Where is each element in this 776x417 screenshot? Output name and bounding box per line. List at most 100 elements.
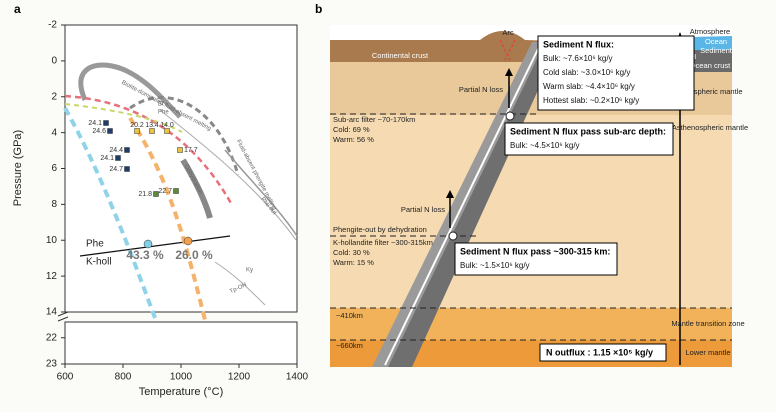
left-label: Cold: 30 % [333, 248, 370, 257]
curve-label: Phe [158, 110, 169, 116]
panel-a: Biotite-dominated fluid-absent melting F… [46, 20, 309, 383]
sample-marker [124, 166, 130, 172]
left-label: Phengite-out by dehydration [333, 225, 427, 234]
y-tick-label: 4 [51, 127, 57, 138]
box-title: N outflux : 1.15 ×10⁵ kg/y [546, 347, 653, 357]
left-label: Warm: 15 % [333, 258, 374, 267]
left-label: Partial N loss [401, 205, 445, 214]
y-tick-label: -2 [48, 20, 57, 31]
cold-path [63, 107, 157, 319]
sample-label: 24.6 [92, 128, 106, 135]
x-axis-label: Temperature (°C) [139, 386, 223, 398]
x-tick-label: 800 [115, 372, 132, 383]
sample-marker [107, 128, 113, 134]
y-tick-label: 8 [51, 199, 57, 210]
box-line: Bulk: ~7.6×10⁶ kg/y [543, 54, 613, 63]
box-line: Bulk: ~1.5×10⁶ kg/y [460, 261, 530, 270]
y-tick-label: 23 [46, 359, 58, 370]
box-title: Sediment N flux: [543, 39, 614, 49]
sample-marker [134, 128, 140, 134]
box-line: Hottest slab: ~0.2×10⁶ kg/y [543, 96, 639, 105]
flux-box [537, 35, 695, 111]
sample-marker [164, 128, 170, 134]
sample-label: 24.4 [109, 147, 123, 154]
x-tick-label: 600 [57, 372, 74, 383]
sample-label: 24.7 [109, 166, 123, 173]
axis-break [60, 313, 300, 321]
box-line: Warm slab: ~4.4×10⁶ kg/y [543, 82, 635, 91]
y-tick-label: 10 [46, 235, 58, 246]
y-tick-label: 2 [51, 91, 57, 102]
phe-kholl-line [79, 235, 231, 257]
curve-label: K-holl [86, 257, 112, 268]
sample-label: 13.4 [145, 122, 159, 129]
sample-marker [153, 191, 159, 197]
x-tick-label: 1200 [228, 372, 251, 383]
retention-point [183, 236, 193, 246]
filter-point [448, 231, 458, 241]
sample-marker [115, 155, 121, 161]
layer-label: Ocean [705, 37, 727, 46]
x-tick-label: 1400 [286, 372, 309, 383]
sample-label: 20.2 [130, 122, 144, 129]
layer-label: Ocean crust [690, 61, 731, 70]
box-title: Sediment N flux pass sub-arc depth: [510, 126, 666, 136]
sample-marker [124, 147, 130, 153]
retention-label: 26.0 % [175, 248, 213, 262]
left-label: ~660km [336, 341, 363, 350]
plot-frame [64, 24, 298, 313]
layer-label: Asthenospheric mantle [672, 123, 748, 132]
y-tick-label: 14 [46, 307, 58, 318]
sample-label: 24.1 [100, 155, 114, 162]
layer-label: Lithospheric mantle [677, 87, 742, 96]
depth-line [330, 113, 732, 341]
arrow-head [505, 68, 513, 76]
sample-marker [173, 188, 179, 194]
panel-label: b [315, 2, 322, 16]
sample-marker [103, 120, 109, 126]
layer-label: Mantle transition zone [671, 319, 744, 328]
y-tick-label: 22 [46, 332, 58, 343]
left-label: Cold: 69 % [333, 125, 370, 134]
box-line: Cold slab: ~3.0×10⁶ kg/y [543, 68, 630, 77]
solidus [224, 149, 298, 237]
layer-label: Lower mantle [685, 348, 730, 357]
hot-path [64, 94, 234, 206]
left-label: Warm: 56 % [333, 135, 374, 144]
y-axis-label: Pressure (GPa) [12, 130, 24, 206]
left-label: Partial N loss [459, 85, 503, 94]
flux-box [454, 242, 618, 276]
panel-b: Continental crust Arc Atmosphere OIB Oce… [330, 25, 748, 367]
layer-label: Sediment [700, 46, 733, 55]
flux-box [539, 343, 667, 362]
x-tick-label: 1000 [170, 372, 193, 383]
layer-label: Atmosphere [690, 27, 730, 36]
ky-line [214, 261, 266, 306]
dehydration-band [180, 158, 213, 219]
mid-path [64, 103, 183, 133]
y-tick-label: 6 [51, 163, 57, 174]
panel-label: a [14, 2, 21, 16]
phe-out-line [159, 109, 297, 241]
arrow-head [446, 190, 454, 198]
slab-sediment [384, 44, 541, 366]
break-mark [57, 311, 69, 322]
layer-label: Arc [502, 28, 514, 37]
sample-label: 24.1 [88, 120, 102, 127]
box-line: Bulk: ~4.5×10⁶ kg/y [510, 141, 580, 150]
sample-marker [177, 147, 183, 153]
curve-label: Phe [86, 239, 104, 250]
retention-label: 43.3 % [126, 248, 164, 262]
box-title: Sediment N flux pass ~300-315 km: [460, 246, 610, 256]
y-tick-label: 0 [51, 56, 57, 67]
y-tick-label: 12 [46, 271, 58, 282]
flux-box [504, 122, 674, 156]
filter-point [505, 111, 515, 121]
left-label: Sub-arc filter ~70-170km [333, 115, 415, 124]
curve-label: Ky [246, 268, 253, 274]
sample-marker [149, 128, 155, 134]
sample-label: 21.8 [138, 191, 152, 198]
layer-label: Continental crust [372, 51, 429, 60]
warm-path [128, 116, 207, 321]
